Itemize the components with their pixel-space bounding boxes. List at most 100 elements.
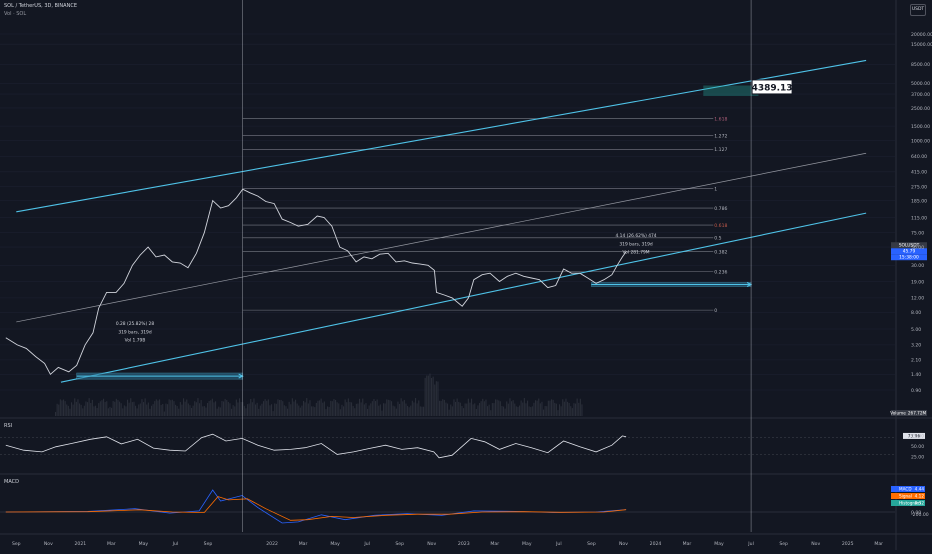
- time-axis-label: 2024: [650, 541, 662, 547]
- volume-bar: [66, 404, 68, 416]
- volume-bar: [71, 402, 73, 416]
- volume-bar: [155, 399, 157, 416]
- volume-bar: [139, 403, 141, 416]
- rsi-pane[interactable]: RSI 73.96: [0, 423, 925, 459]
- volume-bar: [199, 403, 201, 416]
- fibonacci-extension[interactable]: 1.618 1.272 1.127 1 0.786 0.618 0.5 0.382 0.236 0: [242, 116, 728, 314]
- volume-bar: [367, 408, 369, 416]
- volume-bar: [64, 401, 66, 416]
- price-axis-label: 185.00: [911, 198, 927, 204]
- volume-bar: [517, 406, 519, 416]
- volume-bar: [423, 406, 425, 416]
- last-price-label: SOLUSDT: [899, 243, 920, 249]
- time-axis-label: May: [330, 541, 340, 547]
- time-axis[interactable]: Sep Nov 2021 Mar May Jul Sep 2022 Mar May Jul Sep No…: [12, 541, 883, 547]
- fib-level-label: 0.786: [714, 206, 727, 212]
- volume-bar: [309, 400, 311, 416]
- macd-value-name: MACD: [899, 487, 912, 492]
- currency-button[interactable]: USDT: [910, 4, 926, 16]
- volume-bar: [503, 406, 505, 416]
- volume-bar: [424, 377, 426, 416]
- volume-bar: [387, 399, 389, 416]
- volume-bar: [229, 403, 231, 416]
- volume-bar: [408, 407, 410, 416]
- volume-bar: [418, 400, 420, 416]
- volume-bar: [338, 403, 340, 416]
- last-price-tag: [891, 254, 927, 261]
- volume-bar: [319, 400, 321, 416]
- volume-bar: [520, 400, 522, 416]
- time-axis-label: May: [522, 541, 532, 547]
- volume-bar: [304, 402, 306, 416]
- parallel-channel[interactable]: [16, 59, 867, 383]
- time-axis-label: May: [139, 541, 149, 547]
- volume-bar: [120, 403, 122, 416]
- volume-bar: [299, 407, 301, 416]
- volume-bar: [354, 408, 356, 416]
- price-axis-label: 3700.00: [911, 92, 930, 98]
- price-axis[interactable]: 20000.00 15000.00 8500.00 5000.00 3700.00 250…: [911, 32, 932, 518]
- volume-bar: [448, 409, 450, 416]
- rsi-value-label: 73.96: [908, 434, 921, 440]
- volume-bar: [386, 399, 388, 416]
- volume-bar: [151, 405, 153, 416]
- volume-bar: [275, 403, 277, 416]
- volume-bar: [251, 402, 253, 416]
- volume-bar: [405, 403, 407, 416]
- volume-bar: [416, 403, 418, 416]
- volume-bar: [407, 405, 409, 416]
- last-price-label: 45.79: [903, 249, 916, 255]
- volume-bar: [538, 398, 540, 416]
- volume-bar: [394, 406, 396, 416]
- volume-bar: [378, 405, 380, 416]
- volume-bar: [147, 402, 149, 416]
- volume-bar: [195, 402, 197, 416]
- volume-bar: [571, 408, 573, 416]
- volume-bar: [557, 410, 559, 416]
- volume-bar: [483, 401, 485, 416]
- volume-bar: [383, 403, 385, 416]
- volume-bar: [519, 405, 521, 416]
- volume-bar: [415, 398, 417, 416]
- volume-bar: [282, 401, 284, 416]
- volume-bar: [474, 403, 476, 416]
- time-axis-label: Jul: [172, 541, 179, 547]
- volume-tag-value: 267.72M: [908, 411, 927, 416]
- volume-bar: [467, 398, 469, 416]
- price-axis-label: 5000.00: [911, 81, 930, 87]
- rsi-series: [5, 433, 627, 459]
- rsi-pane-title: RSI: [4, 423, 12, 429]
- channel-upper-line: [16, 59, 867, 213]
- price-axis-label: 2500.00: [911, 106, 930, 112]
- volume-bar: [389, 400, 391, 416]
- volume-bar: [87, 402, 89, 416]
- volume-bar: [162, 403, 164, 416]
- fib-level-label: 1.618: [714, 116, 727, 122]
- price-axis-label: 1500.00: [911, 124, 930, 130]
- volume-bar: [343, 406, 345, 416]
- date-price-ranges[interactable]: [76, 85, 759, 380]
- price-axis-label: 2.10: [911, 358, 921, 364]
- macd-value: 4.44: [915, 487, 925, 492]
- volume-bar: [85, 401, 87, 416]
- volume-bar: [231, 408, 233, 416]
- volume-bar: [531, 406, 533, 416]
- volume-bar: [581, 404, 583, 416]
- volume-bar: [455, 401, 457, 416]
- volume-bar: [506, 401, 508, 416]
- volume-bar: [200, 400, 202, 416]
- volume-bar: [523, 398, 525, 416]
- price-line: [5, 188, 627, 376]
- range-stat-label: 4.14 (26.62%) 474: [615, 233, 656, 239]
- volume-bar: [464, 403, 466, 416]
- volume-bar: [315, 402, 317, 416]
- volume-bar: [266, 400, 268, 416]
- macd-value-name: Histogram: [899, 501, 921, 506]
- fib-level-label: 0.382: [714, 249, 727, 255]
- volume-bar: [370, 403, 372, 416]
- volume-bar: [328, 406, 330, 416]
